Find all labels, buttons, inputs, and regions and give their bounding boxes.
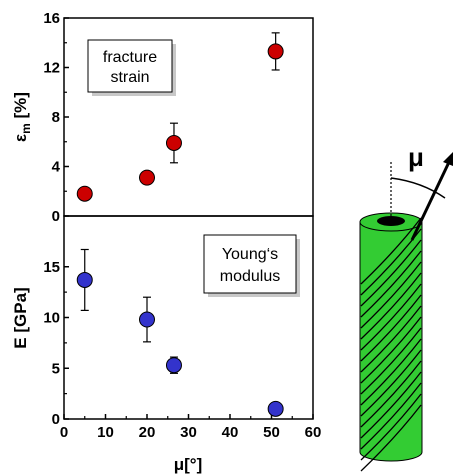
microfibril-direction-arrow <box>410 159 452 241</box>
data-point <box>267 400 284 417</box>
microfibril-line <box>360 228 422 296</box>
fracture-strain-line-2: strain <box>110 69 149 86</box>
fracture-strain-line-1: fracture <box>103 49 157 66</box>
microfibril-line <box>360 327 422 395</box>
fracture-strain-box: fracture strain <box>87 39 176 96</box>
y-tick-label: 8 <box>52 109 60 126</box>
data-point <box>76 185 93 202</box>
x-axis-label: μ[°] <box>174 455 203 474</box>
data-point <box>165 134 182 151</box>
bottom-panel: 0 5 10 15 0 10 20 30 40 50 60 Young‘s modulus E [… <box>11 215 322 474</box>
x-tick-label: 50 <box>263 424 280 441</box>
x-tick-label: 40 <box>222 424 239 441</box>
bottom-y-ticks: 0 5 10 15 <box>43 259 69 428</box>
y-tick-label: 10 <box>43 310 60 327</box>
microfibril-line <box>360 294 422 362</box>
angle-arc <box>390 177 446 199</box>
top-y-axis-label: εm [%] <box>11 92 33 142</box>
top-series <box>76 32 284 202</box>
microfibril-line <box>360 316 422 384</box>
bottom-y-axis-label: E [GPa] <box>11 287 30 348</box>
microfibril-line <box>360 338 422 406</box>
microfibril-line <box>360 283 422 351</box>
y-tick-label: 5 <box>52 360 60 377</box>
data-point <box>267 43 284 60</box>
microfibril-line <box>360 404 422 472</box>
data-point <box>165 357 182 374</box>
youngs-modulus-box: Young‘s modulus <box>203 234 300 297</box>
microfibril-line <box>360 272 422 340</box>
microfibril-line <box>360 217 422 285</box>
x-tick-label: 10 <box>97 424 114 441</box>
x-tick-label: 30 <box>180 424 197 441</box>
x-tick-label: 0 <box>60 424 68 441</box>
data-point <box>76 271 93 288</box>
y-tick-label: 16 <box>43 10 60 27</box>
microfibril-lines <box>360 217 422 472</box>
microfibril-line <box>360 360 422 428</box>
bottom-x-ticks: 0 10 20 30 40 50 60 <box>60 414 322 441</box>
youngs-modulus-line-1: Young‘s <box>222 246 278 263</box>
y-tick-label: 12 <box>43 60 60 77</box>
microfibril-line <box>360 349 422 417</box>
microfibril-line <box>360 239 422 307</box>
angle-label: μ <box>408 142 424 172</box>
arrowhead-icon <box>443 152 453 166</box>
y-tick-label: 4 <box>52 159 61 176</box>
fiber-lumen <box>377 216 405 226</box>
data-point <box>139 169 155 186</box>
y-tick-label: 0 <box>52 208 60 225</box>
microfibril-line <box>360 305 422 373</box>
fiber-diagram: μ <box>359 142 453 472</box>
top-panel: 0 4 8 12 16 fracture strain εm [%] <box>11 10 314 225</box>
x-tick-label: 20 <box>139 424 156 441</box>
microfibril-line <box>360 371 422 439</box>
data-point <box>139 311 155 328</box>
microfibril-line <box>360 382 422 450</box>
top-y-ticks: 0 4 8 12 16 <box>43 10 69 225</box>
youngs-modulus-line-2: modulus <box>220 268 280 285</box>
microfibril-line <box>360 261 422 329</box>
y-tick-label: 0 <box>52 411 60 428</box>
y-tick-label: 15 <box>43 259 60 276</box>
microfibril-line <box>360 393 422 461</box>
x-tick-label: 60 <box>305 424 322 441</box>
microfibril-line <box>360 250 422 318</box>
bottom-series <box>76 248 284 417</box>
